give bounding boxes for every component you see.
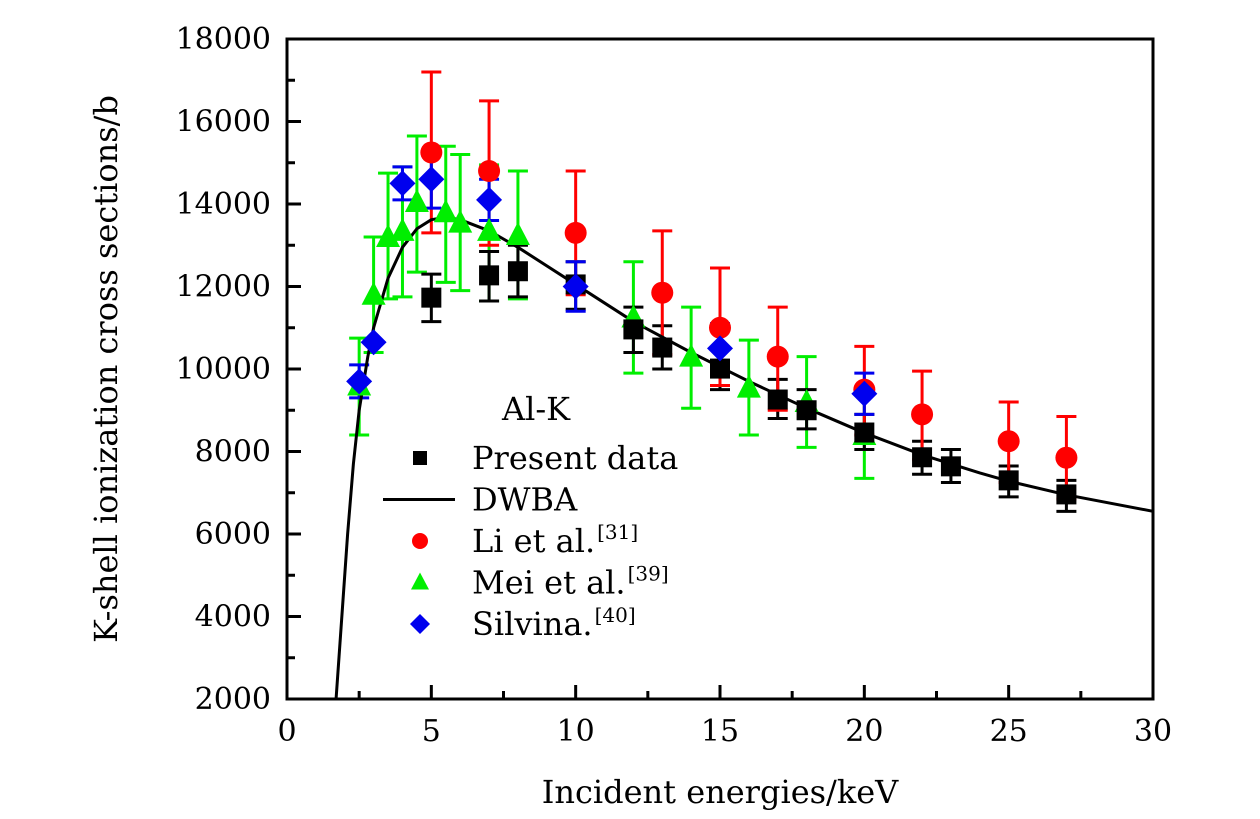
li-et-al-point <box>564 221 587 244</box>
present-data-point <box>421 287 442 308</box>
present-data-point <box>710 358 730 379</box>
legend-marker-diamond <box>410 614 430 634</box>
present-data-point <box>796 400 817 421</box>
mei-et-al-point <box>477 217 502 241</box>
legend-item-mei-et-al: Mei et al. [39] <box>411 562 669 602</box>
x-tick-label: 0 <box>277 714 296 749</box>
silvina-point <box>707 335 733 362</box>
legend-label: Silvina. [40] <box>472 603 636 643</box>
legend-label-text: Silvina. <box>472 605 593 643</box>
silvina-point <box>851 380 878 407</box>
legend-label: DWBA <box>472 481 578 519</box>
silvina-point <box>389 170 416 197</box>
legend-reference: [39] <box>628 562 669 586</box>
li-et-al-point <box>997 430 1020 453</box>
legend-marker-triangle <box>411 572 429 590</box>
y-tick-label: 18000 <box>176 22 271 57</box>
present-data-point <box>998 470 1019 491</box>
present-data-point <box>652 337 673 358</box>
li-et-al-point <box>478 160 501 182</box>
x-tick-label: 15 <box>701 714 739 749</box>
mei-et-al-point <box>376 224 401 247</box>
present-data-point <box>507 261 528 282</box>
mei-et-al-point <box>679 343 704 367</box>
legend-item-li-et-al: Li et al. [31] <box>412 520 638 560</box>
legend-item-present-data: Present data <box>413 439 678 477</box>
x-tick-label: 5 <box>422 714 441 749</box>
present-data-point <box>1056 484 1077 505</box>
li-et-al-point <box>709 316 731 339</box>
x-axis-ticks: 0 5 10 15 20 25 30 <box>277 685 1172 749</box>
legend-reference: [31] <box>597 520 638 544</box>
mei-et-al-point <box>390 217 415 241</box>
present-data-point <box>940 456 961 477</box>
x-tick-label: 20 <box>845 714 883 749</box>
li-et-al-point <box>651 281 674 304</box>
y-tick-label: 14000 <box>176 187 271 222</box>
y-tick-label: 2000 <box>195 682 271 717</box>
x-tick-label: 25 <box>990 714 1028 749</box>
li-et-al-point <box>766 345 789 368</box>
legend-label: Li et al. [31] <box>472 520 638 560</box>
silvina-point <box>346 368 373 395</box>
present-data-point <box>767 389 788 410</box>
li-et-al-point <box>1055 446 1078 469</box>
mei-et-al-point <box>736 374 761 398</box>
y-tick-label: 8000 <box>195 435 271 470</box>
data-markers <box>346 141 1078 505</box>
legend-label-text: Li et al. <box>472 522 595 560</box>
y-tick-label: 12000 <box>176 270 271 305</box>
mei-et-al-point <box>404 188 429 212</box>
legend-marker-square <box>413 451 427 465</box>
legend-label-text: DWBA <box>472 481 578 519</box>
legend-label-text: Present data <box>472 439 678 477</box>
y-axis-title: K-shell ionization cross sections/b <box>87 95 125 643</box>
x-axis-title: Incident energies/keV <box>542 773 899 811</box>
mei-et-al-point <box>361 281 386 305</box>
li-et-al-point <box>420 141 443 164</box>
present-data-point <box>623 319 644 340</box>
silvina-point <box>562 273 589 300</box>
y-tick-label: 10000 <box>176 352 271 387</box>
y-tick-label: 16000 <box>176 105 271 140</box>
legend-label: Present data <box>472 439 678 477</box>
error-bars <box>349 70 1077 513</box>
legend-label-text: Mei et al. <box>472 564 626 602</box>
silvina-point <box>418 166 445 193</box>
li-et-al-point <box>911 403 934 426</box>
mei-et-al-point <box>433 199 458 223</box>
legend-reference: [40] <box>595 603 636 627</box>
present-data-point <box>479 265 500 286</box>
silvina-point <box>360 329 387 356</box>
x-tick-label: 10 <box>557 714 595 749</box>
legend-item-silvina: Silvina. [40] <box>410 603 636 643</box>
y-tick-label: 6000 <box>195 517 271 552</box>
silvina-point <box>476 186 503 213</box>
y-tick-label: 4000 <box>195 600 271 635</box>
mei-et-al-point <box>448 209 473 233</box>
legend-item-dwba: DWBA <box>383 481 578 519</box>
present-data-point <box>854 422 875 443</box>
x-tick-label: 30 <box>1134 714 1172 749</box>
legend-label: Mei et al. [39] <box>472 562 669 602</box>
y-axis-ticks: 2000 4000 6000 8000 10000 12000 14000 16000 1800… <box>176 22 301 717</box>
mei-et-al-point <box>505 221 530 245</box>
legend-title: Al-K <box>501 390 571 428</box>
present-data-point <box>912 447 933 468</box>
legend-marker-circle <box>412 533 428 549</box>
